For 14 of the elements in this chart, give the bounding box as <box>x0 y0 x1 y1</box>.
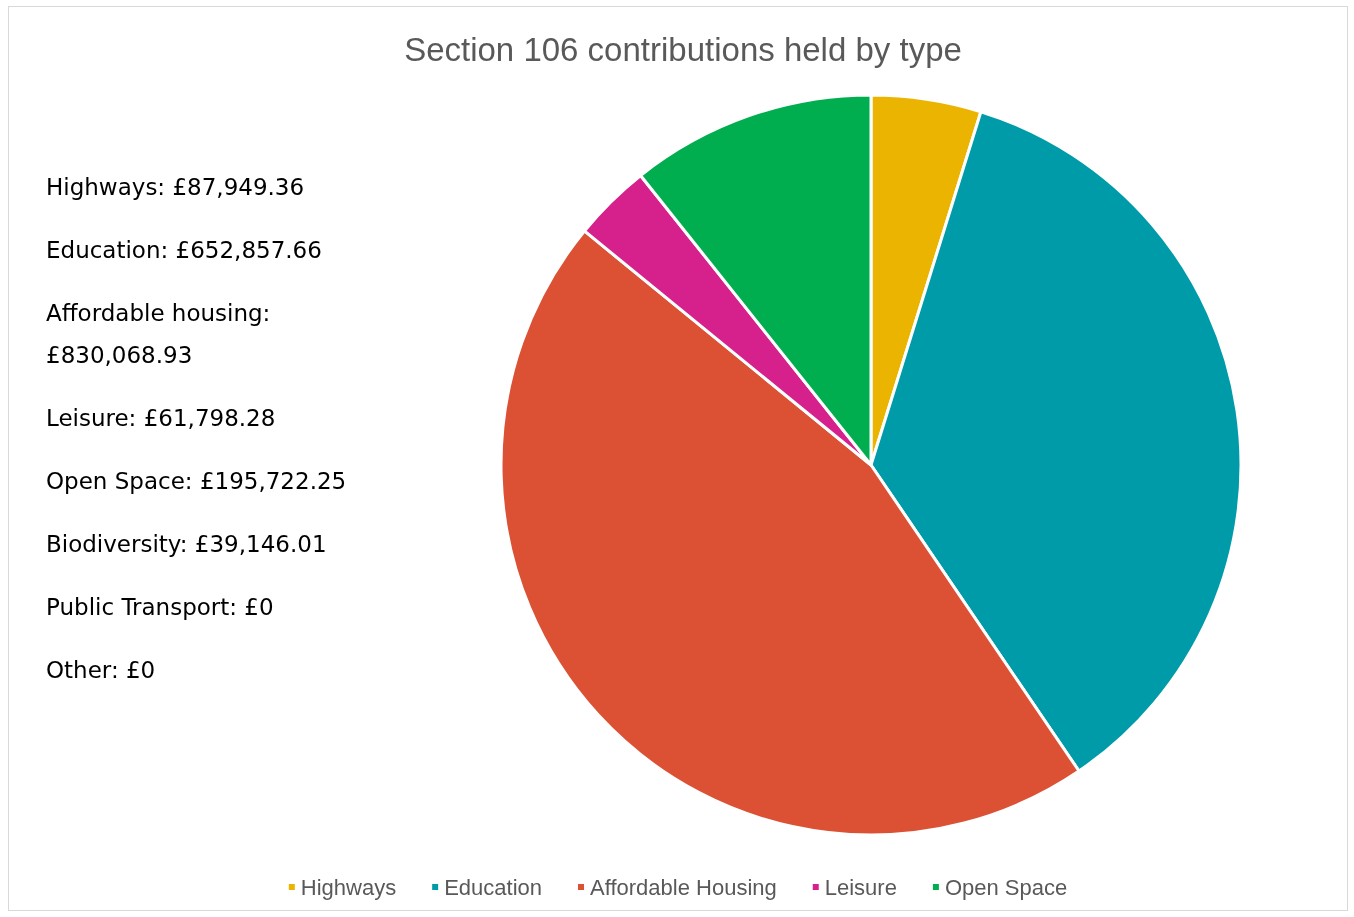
chart-title: Section 106 contributions held by type <box>404 31 962 68</box>
text: Leisure: £61,798.28 <box>46 404 277 433</box>
legend-label: Highways <box>300 874 397 900</box>
legend-label: Affordable Housing <box>590 874 777 900</box>
legend-label: Leisure <box>824 874 897 900</box>
text: Open Space: £195,722.25 <box>46 467 348 496</box>
legend-label: Education <box>444 874 543 900</box>
text: Biodiversity: £39,146.01 <box>46 530 328 559</box>
text: Education: £652,857.66 <box>46 236 323 265</box>
text: Highways: £87,949.36 <box>46 173 306 202</box>
text: Other: £0 <box>46 656 157 685</box>
legend-label: Open Space <box>944 874 1068 900</box>
text: Affordable housing: £830,068.93 <box>46 299 272 370</box>
text: Public Transport: £0 <box>46 593 275 622</box>
